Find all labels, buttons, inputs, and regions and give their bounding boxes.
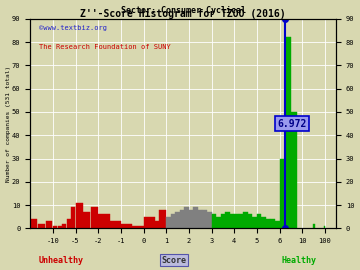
Bar: [91, 207, 98, 228]
Bar: [98, 214, 109, 228]
Bar: [312, 224, 315, 228]
Bar: [109, 221, 121, 228]
Bar: [291, 112, 297, 228]
Bar: [76, 203, 83, 228]
Text: Sector: Consumer Cyclical: Sector: Consumer Cyclical: [121, 5, 246, 15]
Bar: [31, 219, 37, 228]
Text: Healthy: Healthy: [282, 256, 317, 265]
Bar: [159, 210, 166, 228]
Text: Unhealthy: Unhealthy: [38, 256, 83, 265]
Bar: [62, 224, 66, 228]
Bar: [225, 212, 230, 228]
Bar: [155, 221, 162, 228]
Bar: [121, 224, 132, 228]
Bar: [243, 212, 248, 228]
Bar: [171, 214, 175, 228]
Bar: [166, 217, 171, 228]
Bar: [270, 219, 275, 228]
Bar: [198, 210, 202, 228]
Bar: [184, 207, 189, 228]
Bar: [144, 217, 155, 228]
Text: 6.972: 6.972: [277, 119, 307, 129]
Bar: [285, 37, 291, 228]
Bar: [71, 207, 75, 228]
Bar: [275, 221, 280, 228]
Bar: [53, 226, 57, 228]
Y-axis label: Number of companies (531 total): Number of companies (531 total): [5, 65, 10, 182]
Bar: [234, 214, 239, 228]
Bar: [280, 158, 285, 228]
Text: Score: Score: [162, 256, 186, 265]
Bar: [216, 217, 221, 228]
Bar: [67, 219, 71, 228]
Bar: [58, 226, 62, 228]
Bar: [266, 219, 270, 228]
Bar: [257, 214, 261, 228]
Bar: [221, 214, 225, 228]
Bar: [175, 212, 180, 228]
Bar: [212, 214, 216, 228]
Bar: [84, 212, 90, 228]
Bar: [189, 210, 193, 228]
Bar: [202, 210, 207, 228]
Bar: [46, 221, 53, 228]
Bar: [193, 207, 198, 228]
Bar: [324, 226, 325, 228]
Bar: [239, 214, 243, 228]
Bar: [252, 217, 257, 228]
Bar: [207, 212, 212, 228]
Bar: [132, 226, 144, 228]
Text: The Research Foundation of SUNY: The Research Foundation of SUNY: [39, 44, 171, 50]
Text: ©www.textbiz.org: ©www.textbiz.org: [39, 25, 107, 31]
Bar: [38, 224, 45, 228]
Bar: [180, 210, 184, 228]
Bar: [261, 217, 266, 228]
Bar: [248, 214, 252, 228]
Title: Z''-Score Histogram for TZOO (2016): Z''-Score Histogram for TZOO (2016): [80, 9, 286, 19]
Bar: [230, 214, 234, 228]
